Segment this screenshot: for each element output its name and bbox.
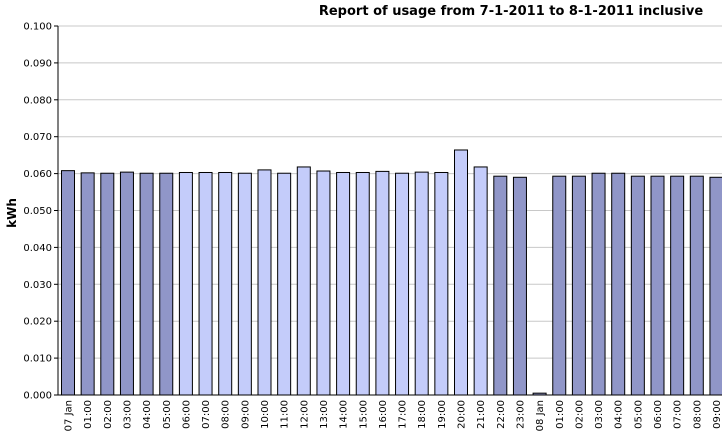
bar <box>552 175 567 396</box>
y-tick-label: 0.060 <box>23 169 52 180</box>
x-tick-label: 08:00 <box>221 400 232 429</box>
bar <box>218 171 233 396</box>
y-tick-label: 0.000 <box>23 391 52 402</box>
bar <box>454 149 468 396</box>
bar <box>61 170 75 396</box>
x-tick-label: 21:00 <box>476 400 487 429</box>
bar <box>355 171 370 396</box>
x-tick-label: 04:00 <box>142 400 153 429</box>
x-tick-label: 08:00 <box>692 400 703 429</box>
x-tick-label: 22:00 <box>496 400 507 429</box>
x-tick-label: 12:00 <box>299 400 310 429</box>
y-axis-label: kWh <box>5 198 19 228</box>
bar <box>689 175 704 396</box>
x-tick-label: 01:00 <box>555 400 566 429</box>
y-tick-label: 0.090 <box>23 58 52 69</box>
x-tick-label: 05:00 <box>162 400 173 429</box>
y-tick-label: 0.030 <box>23 280 52 291</box>
bar <box>100 172 115 396</box>
bar <box>630 175 645 396</box>
x-tick-label: 13:00 <box>319 400 330 429</box>
bars <box>61 149 722 396</box>
bar <box>493 175 508 396</box>
bar <box>650 175 665 396</box>
bar <box>257 169 272 396</box>
bar <box>473 166 488 396</box>
x-tick-label: 18:00 <box>417 400 428 429</box>
x-tick-label: 01:00 <box>83 400 94 429</box>
x-tick-label: 03:00 <box>594 400 605 429</box>
y-tick-label: 0.010 <box>23 354 52 365</box>
y-tick-label: 0.070 <box>23 132 52 143</box>
y-tick-label: 0.080 <box>23 95 52 106</box>
x-tick-label: 16:00 <box>378 400 389 429</box>
bar <box>336 171 351 396</box>
x-tick-label: 14:00 <box>339 400 350 429</box>
bar <box>434 171 449 396</box>
x-tick-label: 02:00 <box>574 400 585 429</box>
x-tick-label: 08 Jan <box>535 400 546 431</box>
x-tick-label: 02:00 <box>103 400 114 429</box>
bar <box>159 172 174 396</box>
x-tick-label: 11:00 <box>280 400 291 429</box>
y-tick-label: 0.040 <box>23 243 52 254</box>
bar <box>139 172 154 396</box>
bar <box>571 175 586 396</box>
bar <box>414 171 429 396</box>
x-tick-label: 09:00 <box>712 400 722 429</box>
y-tick-label: 0.100 <box>23 22 52 33</box>
x-tick-label: 19:00 <box>437 400 448 429</box>
bar <box>178 171 193 396</box>
y-tick-labels: 0.000 0.010 0.020 0.030 0.040 0.050 0.060 0.070… <box>23 22 58 402</box>
x-tick-label: 07:00 <box>201 400 212 429</box>
bar <box>611 172 626 396</box>
x-tick-label: 17:00 <box>398 400 409 429</box>
x-tick-label: 09:00 <box>240 400 251 429</box>
x-tick-label: 20:00 <box>457 400 468 429</box>
x-tick-label: 07 Jan <box>64 400 75 431</box>
x-tick-label: 04:00 <box>614 400 625 429</box>
bar <box>512 176 527 396</box>
x-tick-label: 10:00 <box>260 400 271 429</box>
bar <box>119 171 134 396</box>
x-tick-label: 07:00 <box>673 400 684 429</box>
bar <box>591 172 606 396</box>
bar <box>198 171 213 396</box>
x-tick-label: 15:00 <box>358 400 369 429</box>
y-tick-label: 0.020 <box>23 317 52 328</box>
bar <box>395 172 410 396</box>
bar <box>316 170 331 396</box>
x-tick-labels: 07 Jan 01:00 02:00 03:00 04:00 05:00 06:00 07:0… <box>64 400 722 431</box>
chart-title: Report of usage from 7-1-2011 to 8-1-201… <box>318 4 704 19</box>
bar <box>80 172 95 396</box>
bar <box>277 172 292 396</box>
x-tick-label: 03:00 <box>122 400 133 429</box>
bar <box>670 175 685 396</box>
y-tick-label: 0.050 <box>23 206 52 217</box>
bar <box>237 172 252 396</box>
x-tick-label: 05:00 <box>633 400 644 429</box>
x-tick-label: 06:00 <box>653 400 664 429</box>
x-tick-label: 23:00 <box>515 400 526 429</box>
bar <box>375 170 390 396</box>
bar <box>709 176 722 396</box>
bar <box>296 166 311 396</box>
x-tick-label: 06:00 <box>181 400 192 429</box>
